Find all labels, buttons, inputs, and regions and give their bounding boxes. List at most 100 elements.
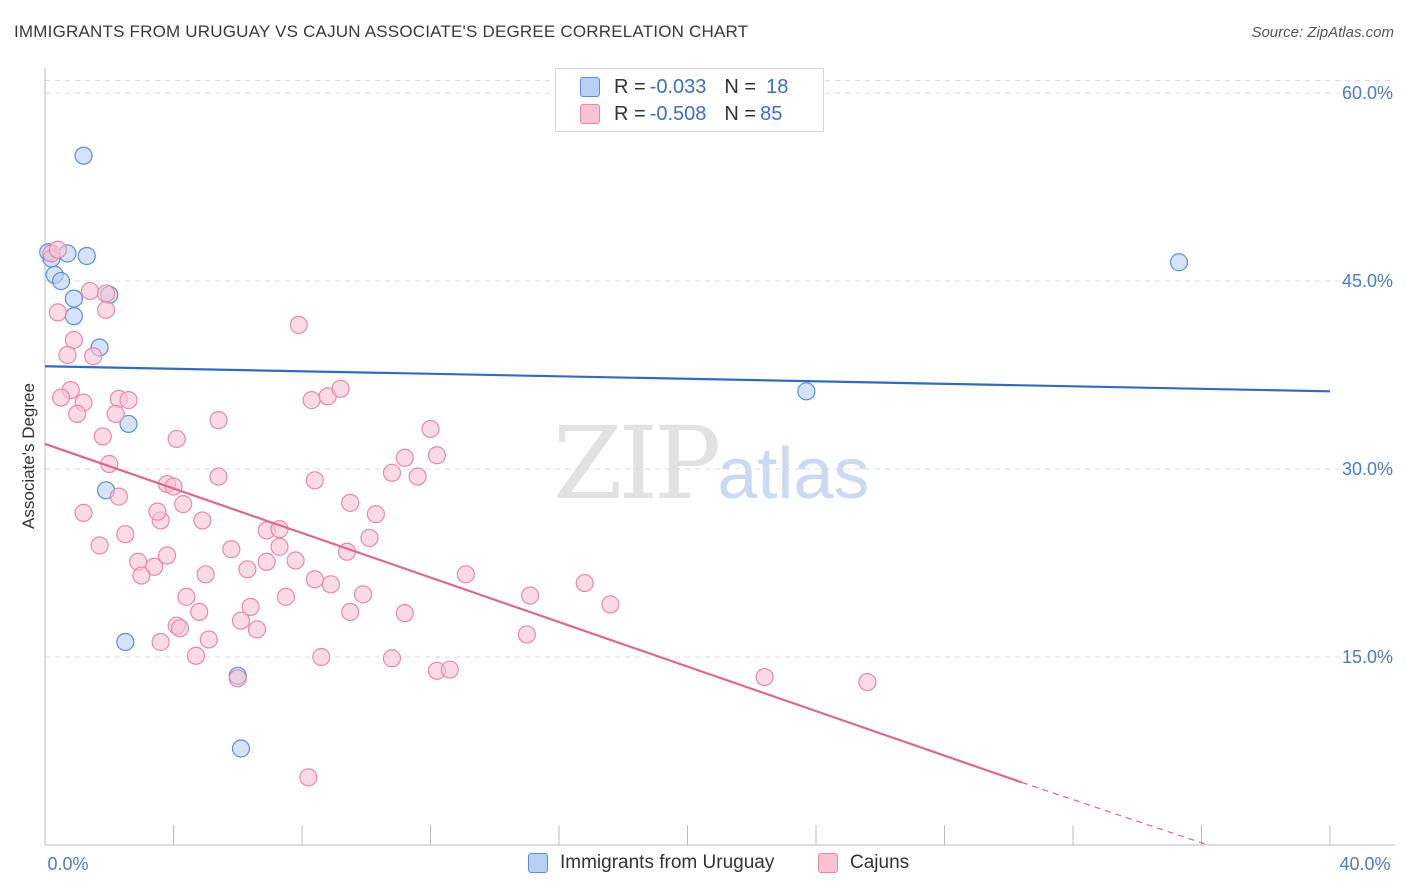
bottom-legend-swatch-blue: [528, 853, 548, 873]
bottom-legend-cajuns: Cajuns: [818, 852, 909, 874]
legend-r-label: R =: [614, 75, 646, 98]
uruguay-point: [74, 146, 93, 165]
cajun-point: [270, 537, 289, 556]
legend-row-uruguay: R = -0.033 N = 18: [580, 74, 788, 100]
cajun-point: [96, 300, 116, 319]
legend-r-value: -0.508: [649, 102, 707, 125]
cajun-point: [382, 463, 402, 482]
cajun-point: [289, 315, 308, 335]
cajun-point: [456, 565, 475, 584]
cajun-point: [90, 536, 109, 555]
legend-row-cajuns: R = -0.508 N = 85: [580, 101, 782, 127]
cajun-point: [601, 595, 620, 614]
cajun-point: [167, 429, 186, 449]
cajun-point: [177, 587, 196, 606]
cajun-point: [427, 446, 447, 465]
legend-n-label: N =: [724, 102, 757, 125]
cajun-point: [132, 566, 151, 585]
cajun-point: [96, 284, 116, 303]
cajun-point: [353, 585, 373, 604]
cajun-point: [755, 667, 774, 687]
cajun-point: [148, 502, 167, 521]
cajun-point: [360, 528, 379, 548]
cajun-point: [48, 303, 67, 322]
bottom-legend-label: Immigrants from Uruguay: [560, 852, 775, 873]
cajun-point: [196, 565, 215, 584]
chart-title: IMMIGRANTS FROM URUGUAY VS CAJUN ASSOCIA…: [14, 22, 749, 41]
cajun-point: [209, 467, 228, 486]
watermark-zip: ZIP: [553, 405, 721, 522]
cajun-point: [321, 575, 341, 594]
cajun-point: [257, 552, 276, 571]
legend-swatch-blue: [580, 77, 600, 97]
cajun-point: [80, 281, 100, 301]
watermark-atlas: atlas: [717, 434, 870, 514]
x-tick-label: 0.0%: [47, 854, 88, 874]
cajun-point: [312, 647, 331, 667]
uruguay-trendline: [44, 365, 1331, 393]
bottom-legend-label: Cajuns: [850, 852, 910, 873]
cajun-point: [151, 632, 170, 652]
y-axis-label: Associate's Degree: [19, 383, 38, 529]
cajun-point: [68, 404, 87, 423]
cajun-point: [305, 471, 324, 490]
y-tick-label: 45.0%: [1342, 271, 1393, 291]
uruguay-point: [64, 289, 84, 308]
uruguay-point: [51, 271, 71, 291]
cajun-point: [341, 493, 360, 512]
cajun-point: [51, 388, 71, 407]
cajun-point: [395, 448, 414, 467]
x-tick-label: 40.0%: [1339, 854, 1390, 874]
cajun-point: [440, 660, 459, 679]
cajun-point: [93, 427, 112, 446]
legend-n-label: N =: [724, 75, 757, 98]
y-tick-label: 60.0%: [1342, 83, 1393, 103]
cajun-point: [193, 511, 212, 530]
cajun-point: [517, 625, 536, 644]
cajun-point: [382, 649, 402, 668]
uruguay-point: [77, 246, 96, 266]
cajun-point: [299, 768, 318, 787]
cajun-trendline: [44, 442, 1022, 784]
cajun-point: [247, 620, 267, 639]
legend-r-label: R =: [614, 102, 646, 125]
cajun-point: [302, 391, 321, 410]
cajun-point: [520, 586, 540, 605]
cajun-point: [119, 391, 138, 410]
cajun-point: [238, 560, 257, 579]
cajun-point: [186, 646, 206, 665]
cajun-point: [84, 347, 103, 366]
cajun-point: [174, 495, 193, 514]
cajun-point: [116, 525, 135, 544]
uruguay-point: [116, 632, 135, 652]
cajun-point: [575, 573, 594, 593]
cajun-point: [228, 669, 247, 688]
uruguay-point: [1169, 253, 1189, 272]
cajun-point: [421, 419, 440, 439]
uruguay-point: [231, 739, 251, 758]
cajun-point: [64, 330, 84, 350]
legend-swatch-pink: [580, 104, 600, 124]
cajun-point: [341, 602, 360, 622]
cajun-point: [408, 467, 427, 486]
cajun-point: [222, 540, 241, 559]
uruguay-point: [64, 307, 84, 326]
source-credit: Source: ZipAtlas.com: [1251, 24, 1394, 41]
legend-n-value: 18: [766, 75, 789, 98]
cajun-trendline-extension: [1021, 781, 1209, 846]
cajun-point: [48, 240, 67, 259]
cajun-point: [209, 411, 228, 430]
cajun-point: [395, 604, 414, 623]
cajun-point: [331, 379, 350, 398]
uruguay-point: [797, 382, 816, 401]
uruguay-point: [119, 414, 138, 434]
cajun-point: [199, 630, 218, 649]
watermark: ZIPatlas: [553, 405, 869, 522]
legend-n-value: 85: [760, 102, 783, 125]
cajun-point: [109, 487, 128, 506]
y-tick-label: 15.0%: [1342, 647, 1393, 667]
bottom-legend-swatch-pink: [818, 853, 838, 873]
cajun-point: [276, 587, 296, 606]
cajun-point: [170, 619, 190, 638]
